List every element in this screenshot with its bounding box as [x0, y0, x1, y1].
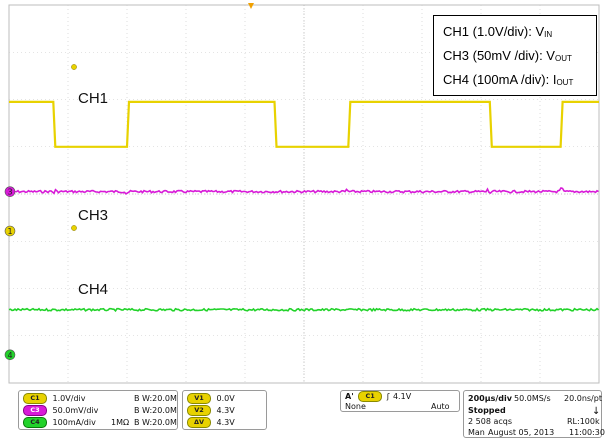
ch3-cursor-icon — [71, 225, 77, 231]
ch3-marker-icon — [4, 186, 16, 197]
ch1-label: CH1 — [78, 90, 109, 107]
waveform-traces — [8, 100, 600, 313]
ch3-badge: C3 — [23, 405, 47, 416]
trigger-coupling: None — [345, 402, 366, 411]
channel-legend-box: CH1 (1.0V/div): VIN CH3 (50mV /div): VOU… — [433, 15, 597, 96]
cursor-v2-row[interactable]: V2 4.3V — [187, 405, 235, 416]
acquisition-panel: 200µs/div 50.0MS/s 20.0ns/pt Stopped ↓ 2… — [463, 390, 605, 438]
trigger-source-row: A' C1 ʃ 4.1V — [345, 391, 411, 402]
graticule-grid — [9, 5, 599, 383]
ch1-badge: C1 — [23, 393, 47, 404]
ch1-bandwidth: B W:20.0M — [134, 394, 177, 403]
cursor-v1-row[interactable]: V1 0.0V — [187, 393, 235, 404]
ch4-badge: C4 — [23, 417, 47, 428]
v2-badge: V2 — [187, 405, 211, 416]
delta-v-badge: ΔV — [187, 417, 211, 428]
acquisition-date: August 05, 2013 — [488, 428, 555, 437]
ch1-marker-icon — [4, 225, 16, 237]
channel-markers: 3 1 4 — [4, 3, 254, 361]
acquisition-time: 11:00:30 — [569, 428, 605, 437]
acquisition-count: 2 508 acqs — [468, 417, 512, 426]
trigger-level: 4.1V — [392, 392, 412, 401]
arrow-down-icon: ↓ — [592, 406, 601, 417]
cursor-readout-panel: V1 0.0V V2 4.3V ΔV 4.3V — [182, 390, 267, 430]
legend-line-ch4: CH4 (100mA /div): IOUT — [443, 72, 574, 87]
ch1-cursor-icon — [71, 64, 77, 70]
sample-rate-value: 50.0MS/s — [514, 394, 551, 403]
ch1-settings-row[interactable]: C1 1.0V/div — [23, 393, 85, 404]
ch3-marker-text: 3 — [7, 188, 12, 197]
trigger-a-label: A' — [345, 392, 354, 401]
ch3-label: CH3 — [78, 207, 109, 224]
channel-settings-panel: C1 1.0V/div B W:20.0M C3 50.0mV/div B W:… — [18, 390, 178, 430]
trace-ch1 — [9, 100, 599, 148]
ch4-scale: 100mA/div — [52, 418, 96, 427]
ch4-bandwidth: B W:20.0M — [134, 418, 177, 427]
acquisition-state: Stopped — [468, 406, 506, 415]
trigger-panel[interactable]: A' C1 ʃ 4.1V None Auto — [340, 390, 460, 412]
acquisition-mode: Man — [468, 428, 485, 437]
trigger-mode: Auto — [431, 402, 450, 411]
trace-ch4 — [8, 307, 600, 313]
resolution-value: 20.0ns/pt — [564, 394, 602, 403]
v1-badge: V1 — [187, 393, 211, 404]
ch4-settings-row[interactable]: C4 100mA/div — [23, 417, 96, 428]
cursor-v1-value: 0.0V — [216, 394, 235, 403]
legend-line-ch3: CH3 (50mV /div): VOUT — [443, 48, 572, 63]
ch3-bandwidth: B W:20.0M — [134, 406, 177, 415]
trigger-position-icon — [248, 3, 254, 9]
cursor-v2-value: 4.3V — [216, 406, 235, 415]
ch4-label: CH4 — [78, 281, 109, 298]
timebase-value: 200µs/div — [468, 394, 512, 403]
ch4-marker-icon — [4, 349, 16, 361]
ch3-scale: 50.0mV/div — [52, 406, 99, 415]
rising-edge-icon: ʃ — [386, 392, 390, 401]
ch3-settings-row[interactable]: C3 50.0mV/div — [23, 405, 98, 416]
record-length: RL:100k — [567, 417, 600, 426]
cursor-delta-value: 4.3V — [216, 418, 235, 427]
ch4-impedance: 1MΩ — [111, 418, 130, 427]
ch4-marker-text: 4 — [7, 351, 12, 360]
trace-ch3 — [8, 186, 599, 195]
ch1-marker-text: 1 — [7, 227, 12, 236]
legend-line-ch1: CH1 (1.0V/div): VIN — [443, 24, 553, 39]
cursor-delta-row[interactable]: ΔV 4.3V — [187, 417, 235, 428]
ch1-scale: 1.0V/div — [52, 394, 86, 403]
